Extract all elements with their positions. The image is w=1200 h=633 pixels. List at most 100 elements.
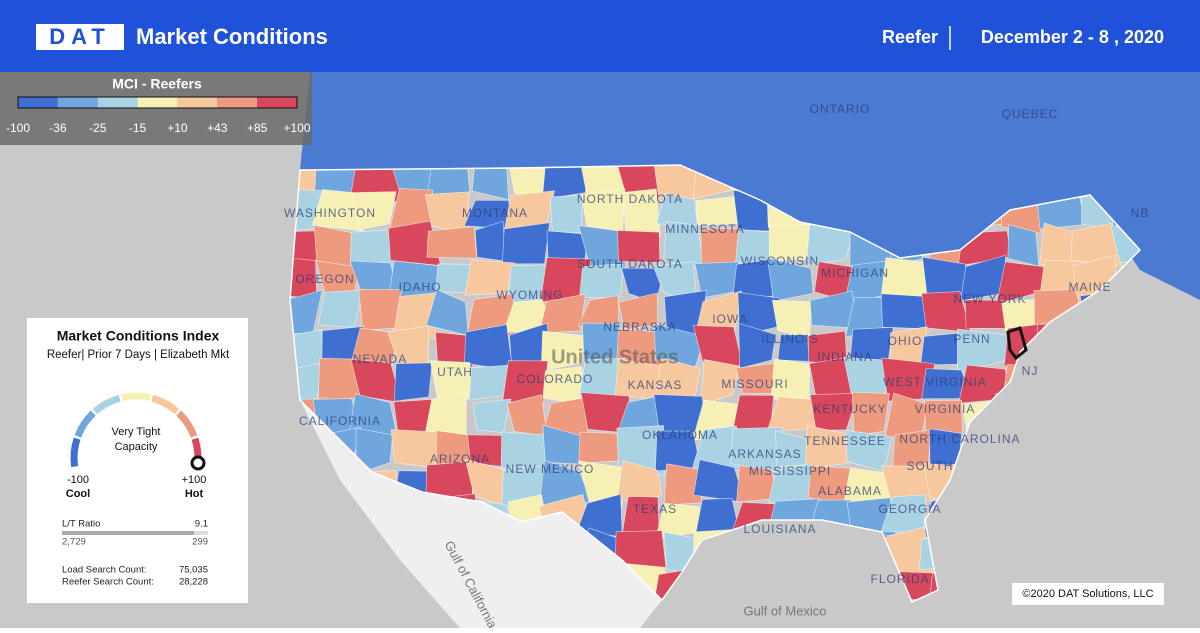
map-label: QUEBEC [1002, 107, 1059, 121]
map-label: WISCONSIN [741, 254, 819, 268]
region [700, 359, 740, 406]
reefer-search-label: Reefer Search Count: [62, 577, 154, 588]
region [538, 293, 586, 334]
gauge-label: Very Tight [112, 426, 161, 438]
legend-swatch [257, 97, 297, 108]
loads: 2,729 [62, 537, 86, 548]
map-label: WYOMING [497, 288, 564, 302]
legend-swatch [18, 97, 58, 108]
header-bar [0, 0, 1200, 72]
legend-swatch [137, 97, 178, 108]
map-label: NEBRASKA [603, 320, 676, 334]
ratio-value: 9.1 [195, 519, 208, 530]
map-label: IDAHO [398, 280, 441, 294]
region [578, 460, 625, 508]
map-label: MAINE [1068, 280, 1111, 294]
map-label: WEST VIRGINIA [883, 375, 986, 389]
map-label: MICHIGAN [821, 266, 889, 280]
legend-label: +85 [247, 121, 268, 135]
legend-scale: -100 -36 -25 -15 +10 +43 +85 +100 [6, 96, 311, 135]
region [732, 257, 777, 301]
gauge-min: -100 [67, 474, 89, 486]
region [623, 188, 661, 237]
gauge-segment [151, 394, 180, 415]
legend-swatch [57, 97, 98, 108]
panel-title: Market Conditions Index [57, 328, 220, 344]
panel-subtitle: Reefer| Prior 7 Days | Elizabeth Mkt [47, 349, 230, 361]
header-title: Market Conditions [136, 24, 328, 49]
gauge-min-label: Cool [66, 488, 90, 500]
legend-swatch [177, 97, 218, 108]
map-label: NORTH CAROLINA [899, 432, 1020, 446]
map-label: GEORGIA [878, 502, 941, 516]
copyright: ©2020 DAT Solutions, LLC [1022, 588, 1153, 600]
region [501, 222, 550, 265]
legend-label: +43 [207, 121, 228, 135]
load-search-label: Load Search Count: [62, 565, 147, 576]
info-panel [27, 318, 248, 603]
region [540, 257, 592, 303]
gauge-segment [176, 410, 198, 438]
legend-label: -36 [49, 121, 67, 135]
region [311, 189, 364, 232]
date-range: December 2 - 8 , 2020 [981, 27, 1164, 47]
gauge-segment [70, 437, 81, 467]
map-label: MISSISSIPPI [749, 464, 831, 478]
legend-label: -100 [6, 121, 30, 135]
region [738, 322, 777, 369]
region [579, 263, 624, 299]
load-search: 75,035 [179, 565, 208, 576]
map-label: FLORIDA [870, 572, 929, 586]
map-label: TEXAS [633, 502, 677, 516]
map-label: WASHINGTON [284, 206, 376, 220]
product: Reefer [882, 27, 938, 47]
region [809, 392, 859, 431]
region [767, 257, 814, 302]
region [1070, 222, 1123, 267]
map-label: PENN [953, 332, 990, 346]
gauge-max: +100 [182, 474, 207, 486]
legend-frame [17, 96, 298, 109]
map-label: SOUTH [907, 459, 954, 473]
mexico [300, 400, 662, 628]
reefer-search: 28,228 [179, 577, 208, 588]
map-label: NB [1131, 206, 1150, 220]
gauge-segment [74, 410, 96, 438]
map-label: NEW MEXICO [506, 462, 595, 476]
region [352, 191, 397, 230]
gauge [70, 392, 202, 467]
region [464, 324, 514, 371]
region [540, 330, 584, 372]
map-label: SOUTH DAKOTA [577, 257, 683, 271]
gauge-max-label: Hot [185, 488, 204, 500]
copyright-box [1012, 583, 1164, 605]
map-label: ARKANSAS [728, 447, 801, 461]
map-label: MONTANA [462, 206, 528, 220]
region [471, 165, 509, 201]
gauge-segment [121, 392, 151, 402]
region [394, 362, 433, 402]
map-label: OREGON [295, 272, 354, 286]
map-label: OKLAHOMA [642, 428, 718, 442]
market-outline [1006, 326, 1028, 361]
region [541, 165, 592, 200]
legend-label: -15 [129, 121, 147, 135]
map-label: UTAH [437, 365, 473, 379]
legend-swatch [217, 97, 258, 108]
gauge-label: Capacity [115, 441, 158, 453]
ratio-label: L/T Ratio [62, 519, 100, 530]
region [435, 331, 474, 370]
map-label: ARIZONA [430, 452, 490, 466]
gauge-needle [190, 455, 206, 471]
legend-label: +100 [283, 121, 310, 135]
legend-label: +10 [167, 121, 188, 135]
map-label: ONTARIO [810, 102, 871, 116]
region [1110, 224, 1140, 265]
legend-title: MCI - Reefers [112, 76, 202, 92]
map-label: KENTUCKY [813, 402, 886, 416]
map-label: OHIO [888, 334, 923, 348]
region [804, 425, 858, 470]
region [617, 230, 661, 263]
map-label: ALABAMA [818, 484, 882, 498]
canada [300, 72, 1200, 300]
